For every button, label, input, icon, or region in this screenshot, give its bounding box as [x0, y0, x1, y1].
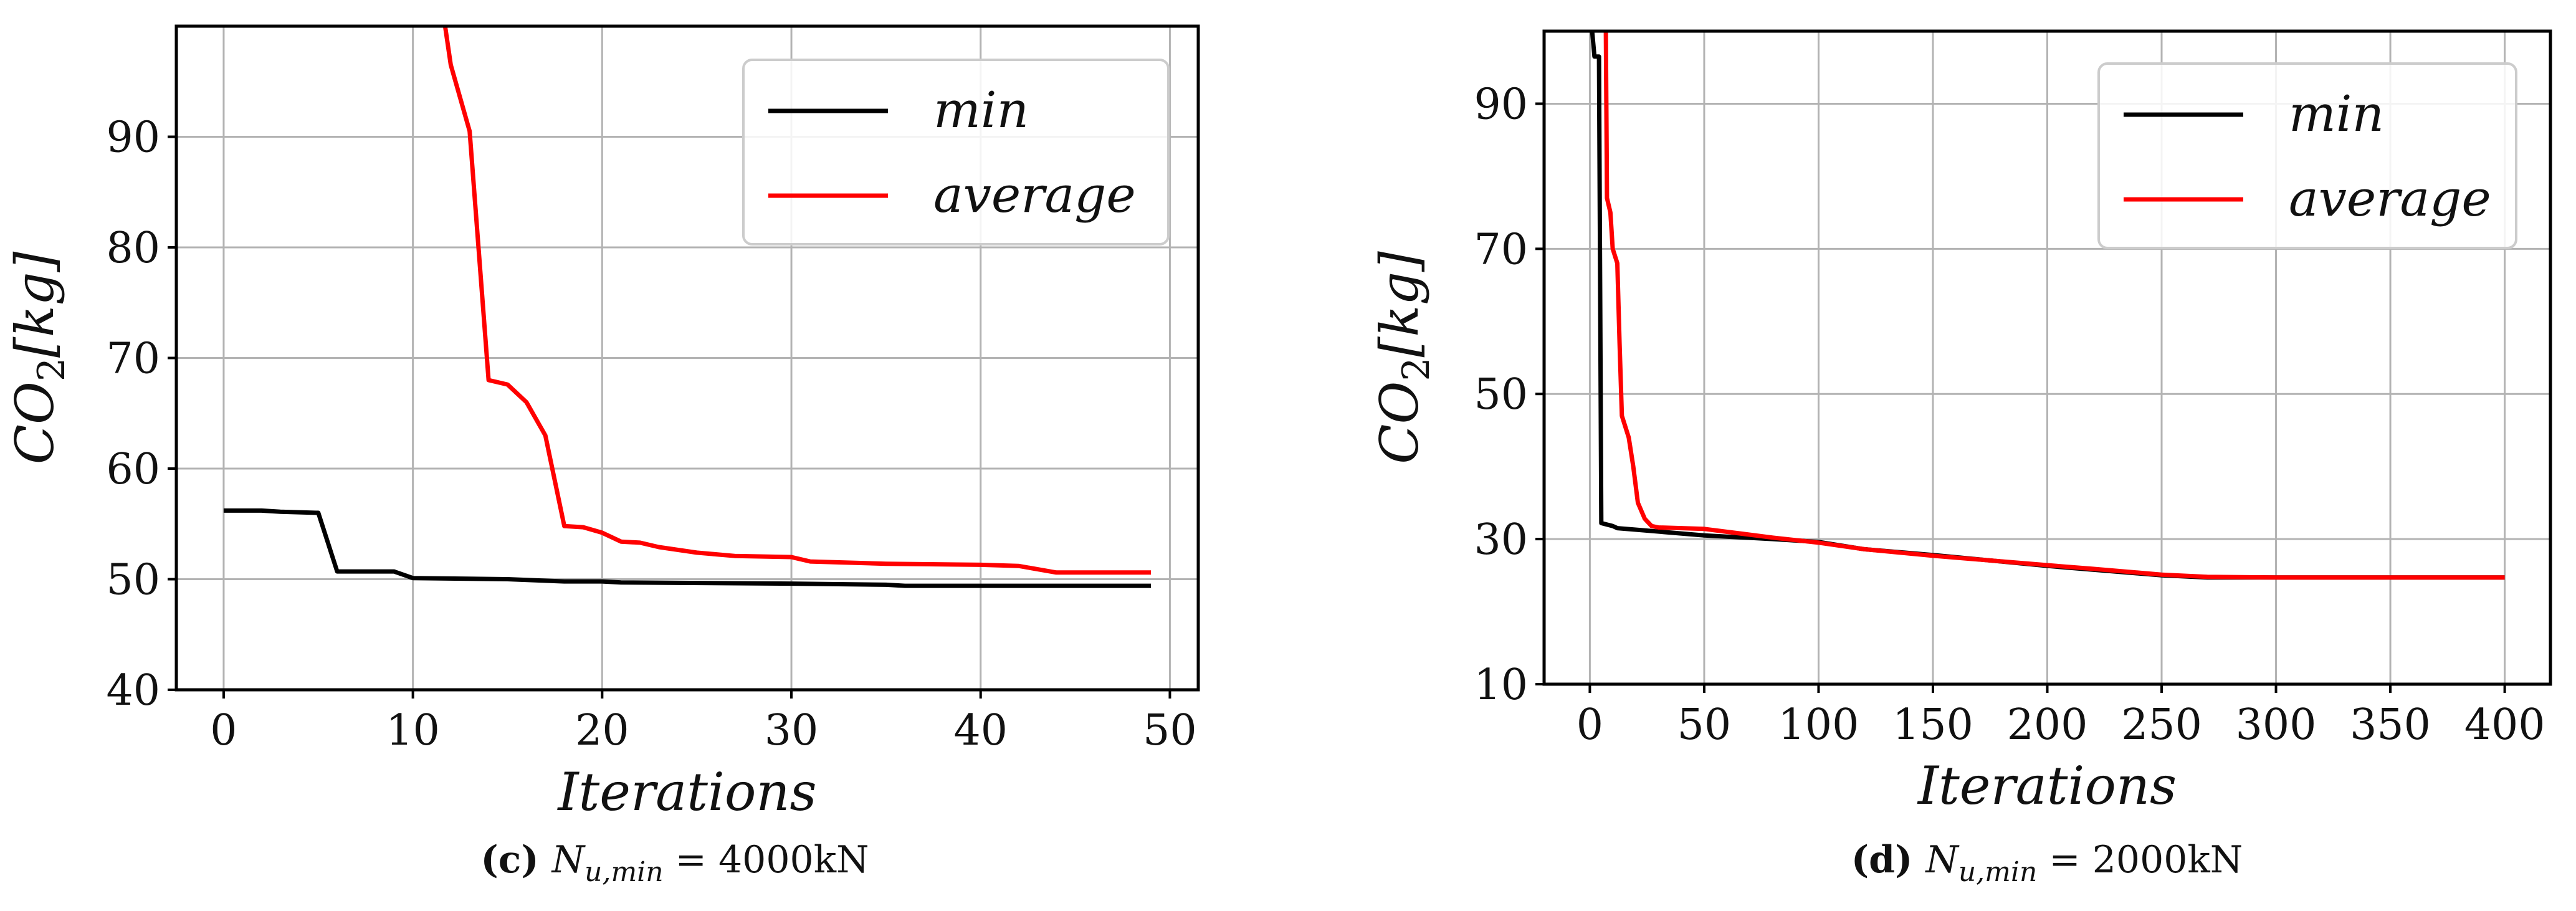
x-axis-label: Iterations	[1917, 755, 2177, 816]
y-axis-label-subscript: 2	[30, 358, 74, 381]
x-tick-label: 350	[2350, 700, 2431, 750]
x-tick-label: 0	[1577, 700, 1603, 750]
caption-value: = 2000kN	[2037, 838, 2243, 882]
caption-value: = 4000kN	[664, 838, 869, 882]
chart-panel-c: 0 10 20 30 40 50 40 50 60 70 80 90 Iterations CO2[kg]…	[4, 24, 1200, 888]
y-axis-label: CO2[kg]	[1369, 251, 1438, 464]
y-tick-label: 90	[106, 113, 160, 163]
y-axis-label: CO2[kg]	[4, 252, 74, 465]
x-tick-label: 300	[2236, 700, 2317, 750]
x-tick-label: 0	[210, 706, 237, 755]
caption-subscript: u,min	[584, 856, 663, 888]
legend-label-min: min	[933, 81, 1029, 139]
y-axis-label-subscript: 2	[1395, 357, 1438, 381]
x-axis-label: Iterations	[556, 761, 816, 823]
y-tick-label: 50	[1474, 370, 1528, 419]
caption-letter: (d)	[1851, 838, 1926, 882]
x-tick-label: 100	[1778, 700, 1859, 750]
y-tick-label: 70	[106, 335, 160, 384]
caption-symbol: N	[1924, 838, 1960, 882]
chart-panel-d: 0 50 100 150 200 250 300 350 400 10 30 50 70 90 Iterat…	[1369, 29, 2552, 888]
y-tick-label: 80	[106, 224, 160, 273]
legend: min average	[2097, 62, 2517, 249]
series-line-average	[1603, 31, 2505, 580]
y-tick-label: 40	[106, 666, 160, 715]
y-tick-label: 70	[1474, 225, 1528, 274]
y-tick-label: 50	[106, 556, 160, 605]
caption-letter: (c)	[480, 838, 551, 882]
y-axis-label-unit: [kg]	[4, 252, 65, 358]
x-tick-label: 50	[1143, 706, 1197, 755]
series-line-min	[223, 508, 1152, 588]
x-tick-label: 400	[2464, 700, 2545, 750]
y-tick-label: 60	[106, 445, 160, 494]
panel-caption: (c) Nu,min = 4000kN	[480, 838, 869, 888]
x-tick-label: 20	[575, 706, 629, 755]
y-axis-label-unit: [kg]	[1369, 251, 1430, 357]
legend-label-average: average	[2289, 169, 2491, 227]
x-tick-label: 250	[2121, 700, 2202, 750]
y-axis-label-main: CO	[4, 381, 65, 464]
x-tick-label: 200	[2007, 700, 2088, 750]
legend-box	[742, 59, 1170, 246]
x-tick-label: 30	[765, 706, 819, 755]
x-tick-label: 40	[953, 706, 1008, 755]
x-tick-label: 10	[386, 706, 440, 755]
series-line-average	[442, 26, 1152, 575]
y-tick-label: 10	[1474, 661, 1528, 710]
legend-box	[2097, 62, 2517, 249]
legend-label-average: average	[933, 166, 1136, 224]
y-tick-label: 90	[1474, 80, 1528, 129]
legend-label-min: min	[2289, 85, 2384, 143]
caption-symbol: N	[551, 838, 586, 882]
y-axis-label-main: CO	[1369, 381, 1430, 464]
y-tick-label: 30	[1474, 515, 1528, 565]
x-tick-label: 50	[1677, 700, 1732, 750]
panel-caption: (d) Nu,min = 2000kN	[1851, 838, 2243, 888]
x-tick-label: 150	[1892, 700, 1973, 750]
legend: min average	[742, 59, 1170, 246]
caption-subscript: u,min	[1958, 856, 2037, 888]
